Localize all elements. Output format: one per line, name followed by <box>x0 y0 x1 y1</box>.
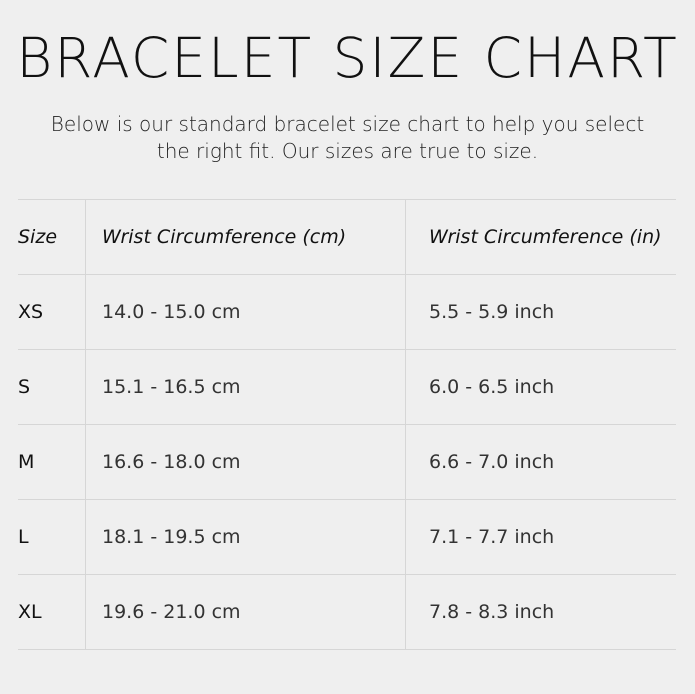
cell-in: 6.0 - 6.5 inch <box>405 349 676 425</box>
cell-in: 6.6 - 7.0 inch <box>405 424 676 500</box>
cell-in: 5.5 - 5.9 inch <box>405 274 676 350</box>
header-in: Wrist Circumference (in) <box>405 199 676 275</box>
table-row: XL 19.6 - 21.0 cm 7.8 - 8.3 inch <box>18 574 676 650</box>
cell-cm: 14.0 - 15.0 cm <box>85 274 406 350</box>
header-size: Size <box>18 199 86 275</box>
cell-size: M <box>18 424 86 500</box>
table-row: XS 14.0 - 15.0 cm 5.5 - 5.9 inch <box>18 274 676 350</box>
table-row: S 15.1 - 16.5 cm 6.0 - 6.5 inch <box>18 349 676 425</box>
subtitle: Below is our standard bracelet size char… <box>50 112 645 163</box>
header-cm: Wrist Circumference (cm) <box>85 199 406 275</box>
cell-size: XL <box>18 574 86 650</box>
page-title: BRACELET SIZE CHART <box>16 26 679 90</box>
table-row: L 18.1 - 19.5 cm 7.1 - 7.7 inch <box>18 499 676 575</box>
cell-cm: 19.6 - 21.0 cm <box>85 574 406 650</box>
table-row: M 16.6 - 18.0 cm 6.6 - 7.0 inch <box>18 424 676 500</box>
cell-cm: 16.6 - 18.0 cm <box>85 424 406 500</box>
size-chart-table: Size Wrist Circumference (cm) Wrist Circ… <box>18 199 676 650</box>
cell-cm: 15.1 - 16.5 cm <box>85 349 406 425</box>
cell-size: XS <box>18 274 86 350</box>
table-header-row: Size Wrist Circumference (cm) Wrist Circ… <box>18 199 676 275</box>
cell-size: S <box>18 349 86 425</box>
cell-cm: 18.1 - 19.5 cm <box>85 499 406 575</box>
cell-in: 7.8 - 8.3 inch <box>405 574 676 650</box>
cell-size: L <box>18 499 86 575</box>
cell-in: 7.1 - 7.7 inch <box>405 499 676 575</box>
